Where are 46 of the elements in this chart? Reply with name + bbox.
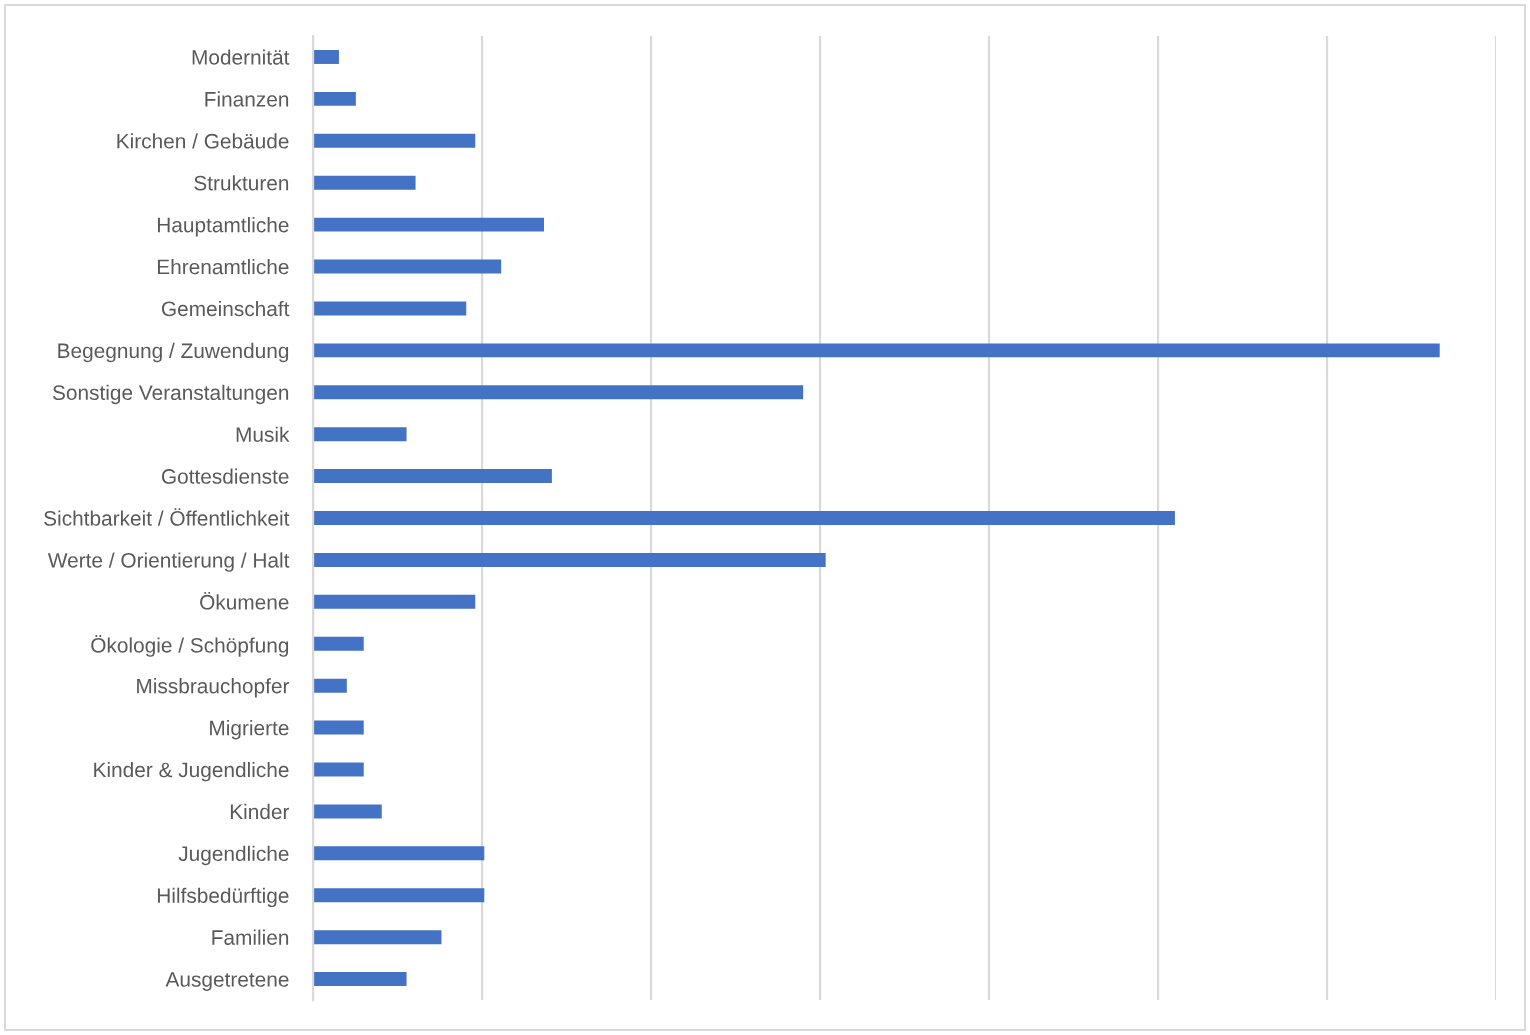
y-tick-label: Sichtbarkeit / Öffentlichkeit xyxy=(44,508,290,526)
y-tick-label: Gemeinschaft xyxy=(161,300,290,317)
bar xyxy=(313,49,339,64)
y-tick-label: Ökologie / Schöpfung xyxy=(91,635,289,657)
bar xyxy=(313,636,364,651)
bar xyxy=(313,720,364,735)
y-tick-label: Migrierte xyxy=(210,720,289,740)
bar xyxy=(313,91,356,106)
y-tick-label: Modernität xyxy=(192,49,290,65)
y-tick-label: Familien xyxy=(212,929,289,945)
y-tick-label: Sonstige Veranstaltungen xyxy=(52,384,289,405)
y-tick-label: Ausgetretene xyxy=(165,972,289,991)
bar xyxy=(313,846,485,861)
y-tick-label: Werte / Orientierung / Halt xyxy=(47,552,290,572)
y-tick-label: Strukturen xyxy=(194,175,289,191)
bar xyxy=(313,469,552,484)
y-tick-label: Kinder xyxy=(230,803,290,820)
y-tick-label: Ökumene xyxy=(200,591,289,610)
bar xyxy=(313,804,382,819)
bar xyxy=(313,511,1175,525)
bar xyxy=(313,259,502,274)
y-tick-label: Gottesdienste xyxy=(161,468,289,484)
bar xyxy=(313,972,407,987)
bar xyxy=(313,343,1440,358)
y-tick-label: Kinder & Jugendliche xyxy=(94,761,289,782)
y-tick-label: Missbrauchopfer xyxy=(137,678,290,698)
bar xyxy=(313,301,467,316)
bar xyxy=(313,552,826,567)
y-tick-label: Hilfsbedürftige xyxy=(157,887,289,908)
bar xyxy=(313,678,347,693)
bar xyxy=(313,762,364,777)
bar xyxy=(313,930,442,945)
bar xyxy=(313,888,485,903)
y-tick-label: Ehrenamtliche xyxy=(157,258,289,275)
bar xyxy=(313,217,544,232)
bar xyxy=(313,427,407,442)
bar xyxy=(313,133,476,148)
y-tick-label: Hauptamtliche xyxy=(157,217,289,237)
bar xyxy=(313,594,476,609)
y-tick-label: Kirchen / Gebäude xyxy=(117,133,289,149)
bar xyxy=(313,385,804,400)
y-tick-label: Jugendliche xyxy=(178,845,289,866)
y-tick-label: Begegnung / Zuwendung xyxy=(58,342,289,363)
bar xyxy=(313,175,416,190)
y-tick-label: Finanzen xyxy=(205,91,289,107)
y-tick-label: Musik xyxy=(236,426,290,442)
